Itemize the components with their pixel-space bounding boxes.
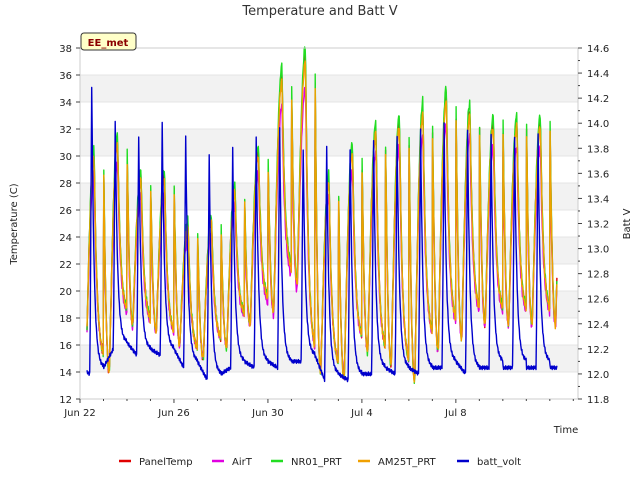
y-left-tick-label: 16 <box>59 341 72 352</box>
x-tick-label: Jul 4 <box>350 408 373 419</box>
grid-band <box>80 237 578 264</box>
y-right-tick-label: 13.0 <box>587 245 609 256</box>
y-right-tick-label: 14.4 <box>587 69 609 80</box>
legend-label-nr01_prt: NR01_PRT <box>291 457 342 468</box>
x-tick-label: Jul 8 <box>444 408 467 419</box>
y-right-tick-label: 12.6 <box>587 295 609 306</box>
y-left-tick-label: 32 <box>59 125 72 136</box>
legend: PanelTemp AirT NR01_PRT AM25T_PRT batt_volt <box>119 457 521 468</box>
y-left-tick-label: 38 <box>59 44 72 55</box>
x-tick-label: Jun 30 <box>251 408 284 419</box>
x-tick-label: Jun 22 <box>63 408 96 419</box>
y-right-tick-label: 12.2 <box>587 345 609 356</box>
plot-lines <box>86 46 558 384</box>
series-line-am25t_prt <box>86 60 558 383</box>
x-tick-label: Jun 26 <box>157 408 190 419</box>
y-right-tick-label: 11.8 <box>587 395 609 406</box>
y-right-tick-label: 12.8 <box>587 270 609 281</box>
y-left-tick-label: 30 <box>59 152 72 163</box>
legend-label-batt_volt: batt_volt <box>477 457 521 468</box>
left-axis: 12 14 16 18 20 22 24 26 28 30 32 34 36 38 <box>59 44 80 406</box>
y-right-tick-label: 14.6 <box>587 44 609 55</box>
y-left-tick-label: 26 <box>59 206 72 217</box>
y-axis-left-label: Temperature (C) <box>9 183 20 265</box>
y-left-tick-label: 14 <box>59 368 72 379</box>
y-left-tick-label: 22 <box>59 260 72 271</box>
y-axis-right-label: Batt V <box>622 208 633 239</box>
y-right-tick-label: 14.0 <box>587 119 609 130</box>
series-line-batt_volt <box>86 86 558 383</box>
y-right-tick-label: 13.4 <box>587 194 609 205</box>
legend-label-paneltemp: PanelTemp <box>139 457 193 468</box>
x-axis: Jun 22 Jun 26 Jun 30 Jul 4 Jul 8 <box>63 399 574 419</box>
station-badge: EE_met <box>80 32 137 51</box>
x-axis-label: Time <box>553 425 578 436</box>
y-left-tick-label: 24 <box>59 233 72 244</box>
y-left-tick-label: 36 <box>59 71 72 82</box>
y-right-tick-label: 14.2 <box>587 94 609 105</box>
y-left-tick-label: 18 <box>59 314 72 325</box>
station-label: EE_met <box>88 38 129 49</box>
y-right-tick-label: 12.0 <box>587 370 609 381</box>
y-right-tick-label: 13.8 <box>587 144 609 155</box>
legend-label-airt: AirT <box>232 457 253 468</box>
y-left-tick-label: 34 <box>59 98 72 109</box>
y-right-tick-label: 12.4 <box>587 320 609 331</box>
right-axis: 11.8 12.0 12.2 12.4 12.6 12.8 13.0 13.2 13.4 13.6… <box>578 44 609 406</box>
chart-title: Temperature and Batt V <box>241 4 397 19</box>
grid-band <box>80 345 578 372</box>
y-right-tick-label: 13.2 <box>587 220 609 231</box>
y-left-tick-label: 12 <box>59 395 72 406</box>
y-left-tick-label: 28 <box>59 179 72 190</box>
y-right-tick-label: 13.6 <box>587 169 609 180</box>
legend-label-am25t_prt: AM25T_PRT <box>378 457 437 468</box>
grid-band <box>80 75 578 102</box>
y-left-tick-label: 20 <box>59 287 72 298</box>
